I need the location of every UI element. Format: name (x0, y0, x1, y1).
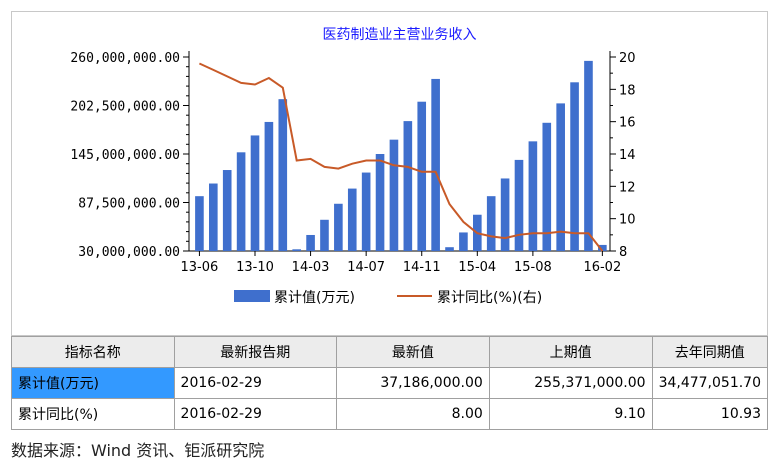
legend-label-bars: 累计值(万元) (274, 290, 355, 306)
cell-year-ago-value: 34,477,051.70 (651, 367, 769, 399)
x-tick-label: 14-11 (403, 260, 441, 275)
left-tick-label: 145,000,000.00 (70, 148, 180, 163)
bar (375, 154, 385, 251)
chart-panel: 医药制造业主营业务收入 260,000,000.00 202,500,000.00 1… (11, 11, 768, 336)
bar (264, 121, 274, 252)
legend-label-line: 累计同比(%)(右) (437, 290, 542, 306)
x-tick-label: 13-10 (236, 260, 274, 275)
bar (542, 122, 552, 251)
right-tick-label: 20 (619, 51, 636, 66)
bar (570, 82, 579, 251)
bar (361, 172, 371, 251)
source-note: 数据来源：Wind 资讯、钜派研究院 (11, 441, 265, 460)
bar (195, 196, 204, 251)
cell-year-ago-value: 10.93 (651, 398, 769, 430)
header-previous-value: 上期值 (488, 336, 653, 368)
x-tick-label: 14-07 (347, 260, 385, 275)
header-indicator-name: 指标名称 (11, 336, 175, 368)
header-year-ago-value: 去年同期值 (651, 336, 769, 368)
bar (236, 152, 246, 251)
bar (347, 188, 357, 251)
legend-swatch-bars (234, 290, 270, 302)
table-row[interactable]: 累计值(万元) 2016-02-29 37,186,000.00 255,371… (11, 367, 769, 399)
bar (334, 203, 343, 251)
x-tick-label: 14-03 (292, 260, 330, 275)
cell-indicator-name[interactable]: 累计值(万元) (11, 367, 175, 399)
right-tick-label: 18 (619, 83, 636, 98)
x-tick-label: 13-06 (181, 260, 219, 275)
bar (209, 183, 218, 251)
bar (514, 159, 524, 251)
bar (598, 244, 607, 251)
table-row[interactable]: 累计同比(%) 2016-02-29 8.00 9.10 10.93 (11, 398, 769, 430)
line-series (198, 62, 604, 252)
chart: 医药制造业主营业务收入 260,000,000.00 202,500,000.00 1… (70, 27, 636, 306)
bar (486, 196, 496, 251)
bar (417, 101, 427, 251)
bar (306, 234, 315, 251)
header-latest-value: 最新值 (336, 336, 490, 368)
bar (500, 178, 510, 251)
cell-latest-period: 2016-02-29 (173, 398, 338, 430)
left-tick-label: 87,500,000.00 (78, 197, 180, 212)
bar (445, 247, 454, 251)
cell-indicator-name[interactable]: 累计同比(%) (11, 398, 175, 430)
x-tick-label: 15-04 (458, 260, 496, 275)
header-latest-period: 最新报告期 (173, 336, 338, 368)
bar (556, 103, 565, 252)
cell-latest-value: 37,186,000.00 (336, 367, 490, 399)
cell-previous-value: 255,371,000.00 (488, 367, 653, 399)
bar (222, 170, 232, 251)
left-tick-label: 260,000,000.00 (70, 51, 180, 66)
bar (292, 249, 301, 251)
bar (389, 139, 399, 251)
bar (320, 219, 329, 251)
bar (584, 60, 593, 251)
bar (528, 141, 538, 251)
right-tick-label: 8 (619, 245, 627, 260)
bar (403, 121, 413, 252)
left-tick-label: 202,500,000.00 (70, 100, 180, 115)
bar (278, 99, 288, 251)
indicator-table: 指标名称 最新报告期 最新值 上期值 去年同期值 累计值(万元) 2016-02… (11, 336, 769, 430)
left-tick-label: 30,000,000.00 (78, 245, 180, 260)
right-tick-label: 10 (619, 213, 636, 228)
cell-latest-period: 2016-02-29 (173, 367, 338, 399)
bar (431, 78, 440, 251)
cell-previous-value: 9.10 (488, 398, 653, 430)
cell-latest-value: 8.00 (336, 398, 490, 430)
x-tick-label: 15-08 (514, 260, 552, 275)
right-tick-label: 16 (619, 116, 636, 131)
x-tick-label: 16-02 (583, 260, 621, 275)
table-header-row: 指标名称 最新报告期 最新值 上期值 去年同期值 (11, 336, 769, 368)
bar (250, 135, 260, 251)
chart-title: 医药制造业主营业务收入 (323, 27, 477, 43)
bar (459, 232, 468, 251)
right-tick-label: 14 (619, 148, 636, 163)
right-tick-label: 12 (619, 180, 636, 195)
